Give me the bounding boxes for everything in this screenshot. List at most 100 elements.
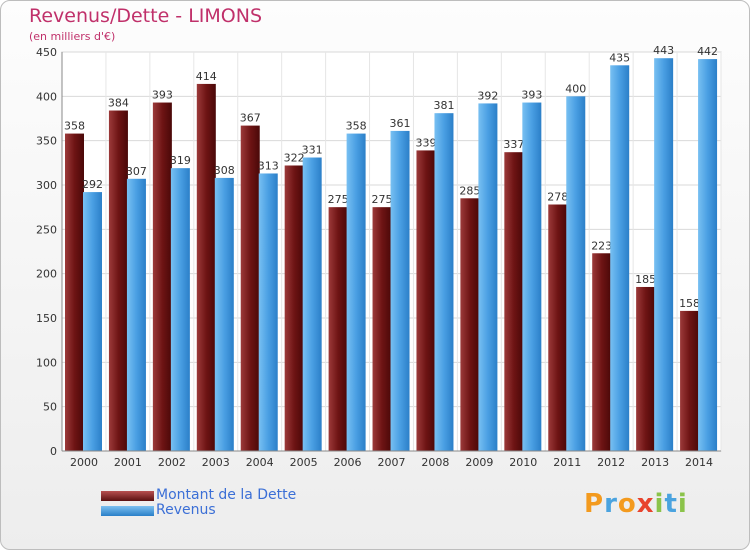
bar-revenus [346, 133, 366, 451]
data-label-revenus: 400 [565, 82, 586, 95]
bar-dette [548, 204, 568, 451]
y-tick-label: 150 [36, 312, 57, 325]
y-tick-label: 350 [36, 135, 57, 148]
legend-swatch-revenus [101, 506, 154, 516]
bar-dette [328, 207, 348, 451]
x-tick-label: 2009 [465, 456, 493, 469]
data-label-dette: 275 [372, 193, 393, 206]
bar-dette [460, 198, 480, 451]
data-label-dette: 278 [547, 191, 568, 204]
data-label-revenus: 292 [82, 178, 103, 191]
data-label-revenus: 442 [697, 45, 718, 58]
data-label-dette: 275 [328, 193, 349, 206]
x-tick-label: 2000 [70, 456, 98, 469]
y-tick-label: 400 [36, 90, 57, 103]
legend-swatch-dette [101, 491, 154, 501]
data-label-dette: 358 [64, 120, 85, 133]
data-label-revenus: 307 [126, 165, 147, 178]
bar-dette [680, 310, 700, 451]
x-tick-label: 2007 [378, 456, 406, 469]
data-label-dette: 393 [152, 89, 173, 102]
data-label-dette: 223 [591, 239, 612, 252]
y-tick-label: 50 [43, 401, 57, 414]
bar-revenus [302, 157, 322, 451]
proxiti-logo: Proxiti [584, 489, 688, 519]
y-tick-label: 250 [36, 223, 57, 236]
bar-revenus [698, 59, 718, 452]
x-tick-label: 2012 [597, 456, 625, 469]
y-tick-label: 100 [36, 356, 57, 369]
bar-revenus [654, 58, 674, 451]
data-label-dette: 158 [679, 297, 700, 310]
x-tick-label: 2003 [202, 456, 230, 469]
bar-dette [240, 125, 260, 452]
bar-revenus [170, 168, 190, 452]
data-label-dette: 339 [415, 136, 436, 149]
chart-title: Revenus/Dette - LIMONS [29, 5, 263, 27]
y-tick-label: 200 [36, 268, 57, 281]
bar-dette [284, 165, 304, 451]
bar-dette [152, 102, 172, 451]
bar-revenus [390, 130, 410, 451]
logo-letter: i [654, 489, 665, 519]
x-tick-label: 2008 [421, 456, 449, 469]
bar-revenus [434, 113, 454, 452]
x-tick-label: 2001 [114, 456, 142, 469]
y-tick-label: 450 [36, 46, 57, 59]
x-tick-label: 2010 [509, 456, 537, 469]
x-tick-label: 2011 [553, 456, 581, 469]
x-tick-label: 2013 [641, 456, 669, 469]
bar-revenus [214, 177, 234, 451]
data-label-revenus: 358 [346, 120, 367, 133]
bar-revenus [478, 103, 498, 451]
y-tick-label: 0 [50, 445, 57, 458]
data-label-revenus: 393 [521, 89, 542, 102]
bar-revenus [610, 65, 630, 452]
logo-letter: r [604, 489, 618, 519]
data-label-dette: 384 [108, 97, 129, 110]
bar-dette [108, 110, 128, 452]
legend-label-revenus: Revenus [156, 502, 216, 518]
data-label-revenus: 308 [214, 164, 235, 177]
chart-subtitle: (en milliers d'€) [29, 30, 116, 43]
bar-revenus [258, 173, 278, 451]
x-tick-label: 2002 [158, 456, 186, 469]
x-tick-label: 2005 [290, 456, 318, 469]
x-tick-label: 2014 [685, 456, 713, 469]
data-label-revenus: 392 [477, 89, 498, 102]
data-label-dette: 367 [240, 112, 261, 125]
data-label-dette: 337 [503, 138, 524, 151]
data-label-dette: 185 [635, 273, 656, 286]
data-label-revenus: 443 [653, 44, 674, 57]
data-label-dette: 322 [284, 151, 305, 164]
data-label-revenus: 361 [390, 117, 411, 130]
bar-revenus [566, 96, 586, 451]
logo-letter: x [636, 489, 655, 519]
logo-letter: i [677, 489, 688, 519]
data-label-dette: 414 [196, 70, 217, 83]
bar-dette [196, 83, 216, 452]
bar-dette [416, 150, 436, 452]
data-label-revenus: 331 [302, 144, 323, 157]
logo-letter: t [664, 489, 678, 519]
logo-letter: P [584, 489, 605, 519]
bar-dette [372, 207, 392, 451]
bar-revenus [83, 192, 102, 452]
bar-dette [636, 286, 656, 451]
data-label-revenus: 319 [170, 154, 191, 167]
bar-revenus [126, 178, 146, 451]
data-label-dette: 285 [459, 184, 480, 197]
legend-label-dette: Montant de la Dette [156, 487, 297, 503]
bar-dette [504, 152, 524, 451]
y-tick-label: 300 [36, 179, 57, 192]
x-tick-label: 2004 [246, 456, 274, 469]
x-tick-label: 2006 [334, 456, 362, 469]
bar-dette [592, 253, 612, 451]
logo-letter: o [617, 489, 637, 519]
bar-revenus [522, 102, 542, 451]
bar-dette [65, 133, 84, 451]
data-label-revenus: 435 [609, 51, 630, 64]
data-label-revenus: 381 [433, 99, 454, 112]
